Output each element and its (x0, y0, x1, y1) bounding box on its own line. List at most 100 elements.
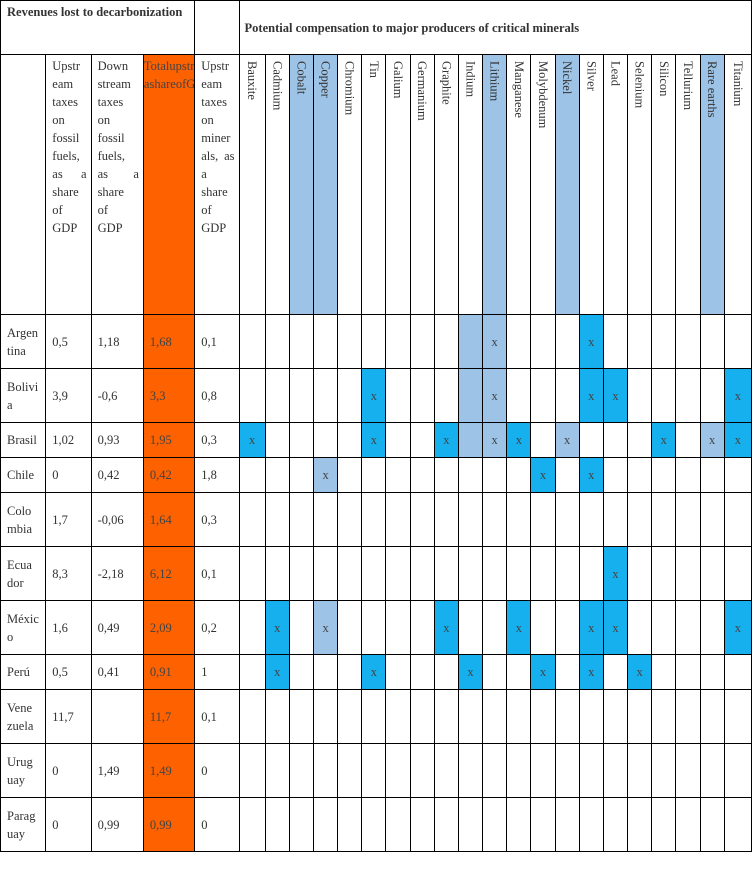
mineral-header-chromium: Chromium (337, 54, 363, 315)
mineral-cell-cobalt (288, 797, 315, 852)
producer-mark-copper: x (312, 600, 339, 655)
mineral-label: Bauxite (245, 61, 260, 100)
upstream-fuels-value: 3,9 (45, 368, 92, 423)
mineral-header-silver: Silver (578, 54, 604, 315)
mineral-cell-molybdenum (530, 743, 556, 798)
mineral-cell-rare-earths (699, 797, 725, 852)
country-name: Argen (7, 325, 39, 340)
column-header-line: GDP (97, 221, 123, 235)
mineral-cell-silver (578, 492, 604, 547)
country-name: Chile (7, 468, 35, 482)
mineral-cell-titanium (723, 457, 752, 493)
total-fuel-taxes-value: 1,95 (142, 422, 196, 458)
table-row: Perú 0,5 0,41 0,91 1 x x x x x x (0, 654, 752, 690)
mineral-cell-manganese (506, 546, 532, 601)
table-row: Ecua dor 8,3 -2,18 6,12 0,1 x (0, 546, 752, 601)
upstream-fuels-value: 1,02 (45, 422, 92, 458)
mineral-cell-nickel (554, 600, 580, 655)
mineral-cell-cobalt (288, 654, 315, 690)
country-name: dor (7, 575, 24, 590)
mineral-label: Graphite (439, 61, 454, 105)
mineral-cell-copper (312, 743, 339, 798)
mineral-cell-germanium (409, 743, 435, 798)
mineral-cell-tellurium (675, 600, 701, 655)
country-cell: Bolivi a (0, 368, 47, 423)
upstream-fuels-value: 0 (45, 797, 92, 852)
column-header-line: of (201, 203, 212, 217)
mineral-cell-copper (312, 689, 339, 744)
mineral-cell-silicon (651, 492, 677, 547)
column-header-line: stream (97, 77, 131, 91)
mineral-cell-selenium (627, 314, 653, 369)
mineral-cell-cadmium (264, 368, 290, 423)
producer-mark-indium: x (457, 654, 484, 690)
mineral-cell-manganese (506, 743, 532, 798)
mineral-header-indium: Indium (457, 54, 484, 315)
producer-mark-silicon: x (651, 422, 677, 458)
mineral-cell-rare-earths (699, 314, 725, 369)
mineral-label: Chromium (342, 61, 357, 116)
table-row: Colo mbia 1,7 -0,06 1,64 0,3 (0, 492, 752, 547)
mineral-cell-silver (578, 689, 604, 744)
table-row: Brasil 1,02 0,93 1,95 0,3 x x x x x x x x x (0, 422, 752, 458)
column-header-line: as a (97, 167, 139, 181)
total-fuel-taxes-value: 0,91 (142, 654, 196, 690)
mineral-cell-titanium (723, 797, 752, 852)
mineral-cell-chromium (337, 600, 363, 655)
column-header-line: GDP (52, 221, 78, 235)
mineral-cell-cobalt (288, 546, 315, 601)
mineral-cell-silicon (651, 546, 677, 601)
producer-mark-manganese: x (506, 422, 532, 458)
upstream-minerals-value: 0,1 (194, 314, 240, 369)
downstream-fuels-value: -2,18 (90, 546, 144, 601)
mineral-cell-nickel (554, 314, 580, 369)
mineral-cell-silicon (651, 314, 677, 369)
column-header-line: of (97, 203, 108, 217)
mineral-cell-galium (385, 797, 411, 852)
mineral-cell-graphite (433, 314, 459, 369)
mineral-cell-bauxite (238, 314, 266, 369)
mineral-cell-manganese (506, 797, 532, 852)
mineral-cell-chromium (337, 797, 363, 852)
mineral-cell-chromium (337, 368, 363, 423)
country-name: Méxic (7, 611, 39, 626)
mineral-cell-rare-earths (699, 546, 725, 601)
downstream-fuels-value: 0,99 (90, 797, 144, 852)
mineral-cell-manganese (506, 368, 532, 423)
mineral-cell-indium (457, 492, 484, 547)
column-header-line: share (97, 185, 124, 199)
mineral-header-cadmium: Cadmium (264, 54, 290, 315)
producer-mark-graphite: x (433, 600, 459, 655)
mineral-cell-selenium (627, 368, 653, 423)
mineral-cell-nickel (554, 654, 580, 690)
country-name: zuela (7, 718, 34, 733)
mineral-cell-molybdenum (530, 492, 556, 547)
mineral-cell-graphite (433, 368, 459, 423)
mineral-cell-lead (602, 314, 629, 369)
country-name: uay (7, 826, 26, 841)
mineral-cell-rare-earths (699, 654, 725, 690)
mineral-cell-lithium (482, 546, 508, 601)
column-header-line: fossil (97, 131, 125, 145)
mineral-cell-manganese (506, 457, 532, 493)
mineral-cell-selenium (627, 600, 653, 655)
producer-mark-lead: x (602, 368, 629, 423)
mineral-cell-molybdenum (530, 314, 556, 369)
column-header-line: als, as (201, 149, 235, 163)
country-cell: Urug uay (0, 743, 47, 798)
mineral-cell-lead (602, 689, 629, 744)
mineral-cell-rare-earths (699, 689, 725, 744)
country-name: Colo (7, 503, 32, 518)
column-header-line: a (201, 167, 207, 181)
producer-mark-silver: x (578, 600, 604, 655)
mineral-cell-tellurium (675, 654, 701, 690)
mineral-cell-titanium (723, 689, 752, 744)
mineral-cell-germanium (409, 600, 435, 655)
mineral-cell-tellurium (675, 546, 701, 601)
mineral-cell-silicon (651, 689, 677, 744)
column-header-line: eam (52, 77, 74, 91)
mineral-cell-copper (312, 314, 339, 369)
mineral-cell-germanium (409, 457, 435, 493)
mineral-label: Indium (463, 61, 478, 98)
mineral-label: Nickel (560, 61, 575, 95)
